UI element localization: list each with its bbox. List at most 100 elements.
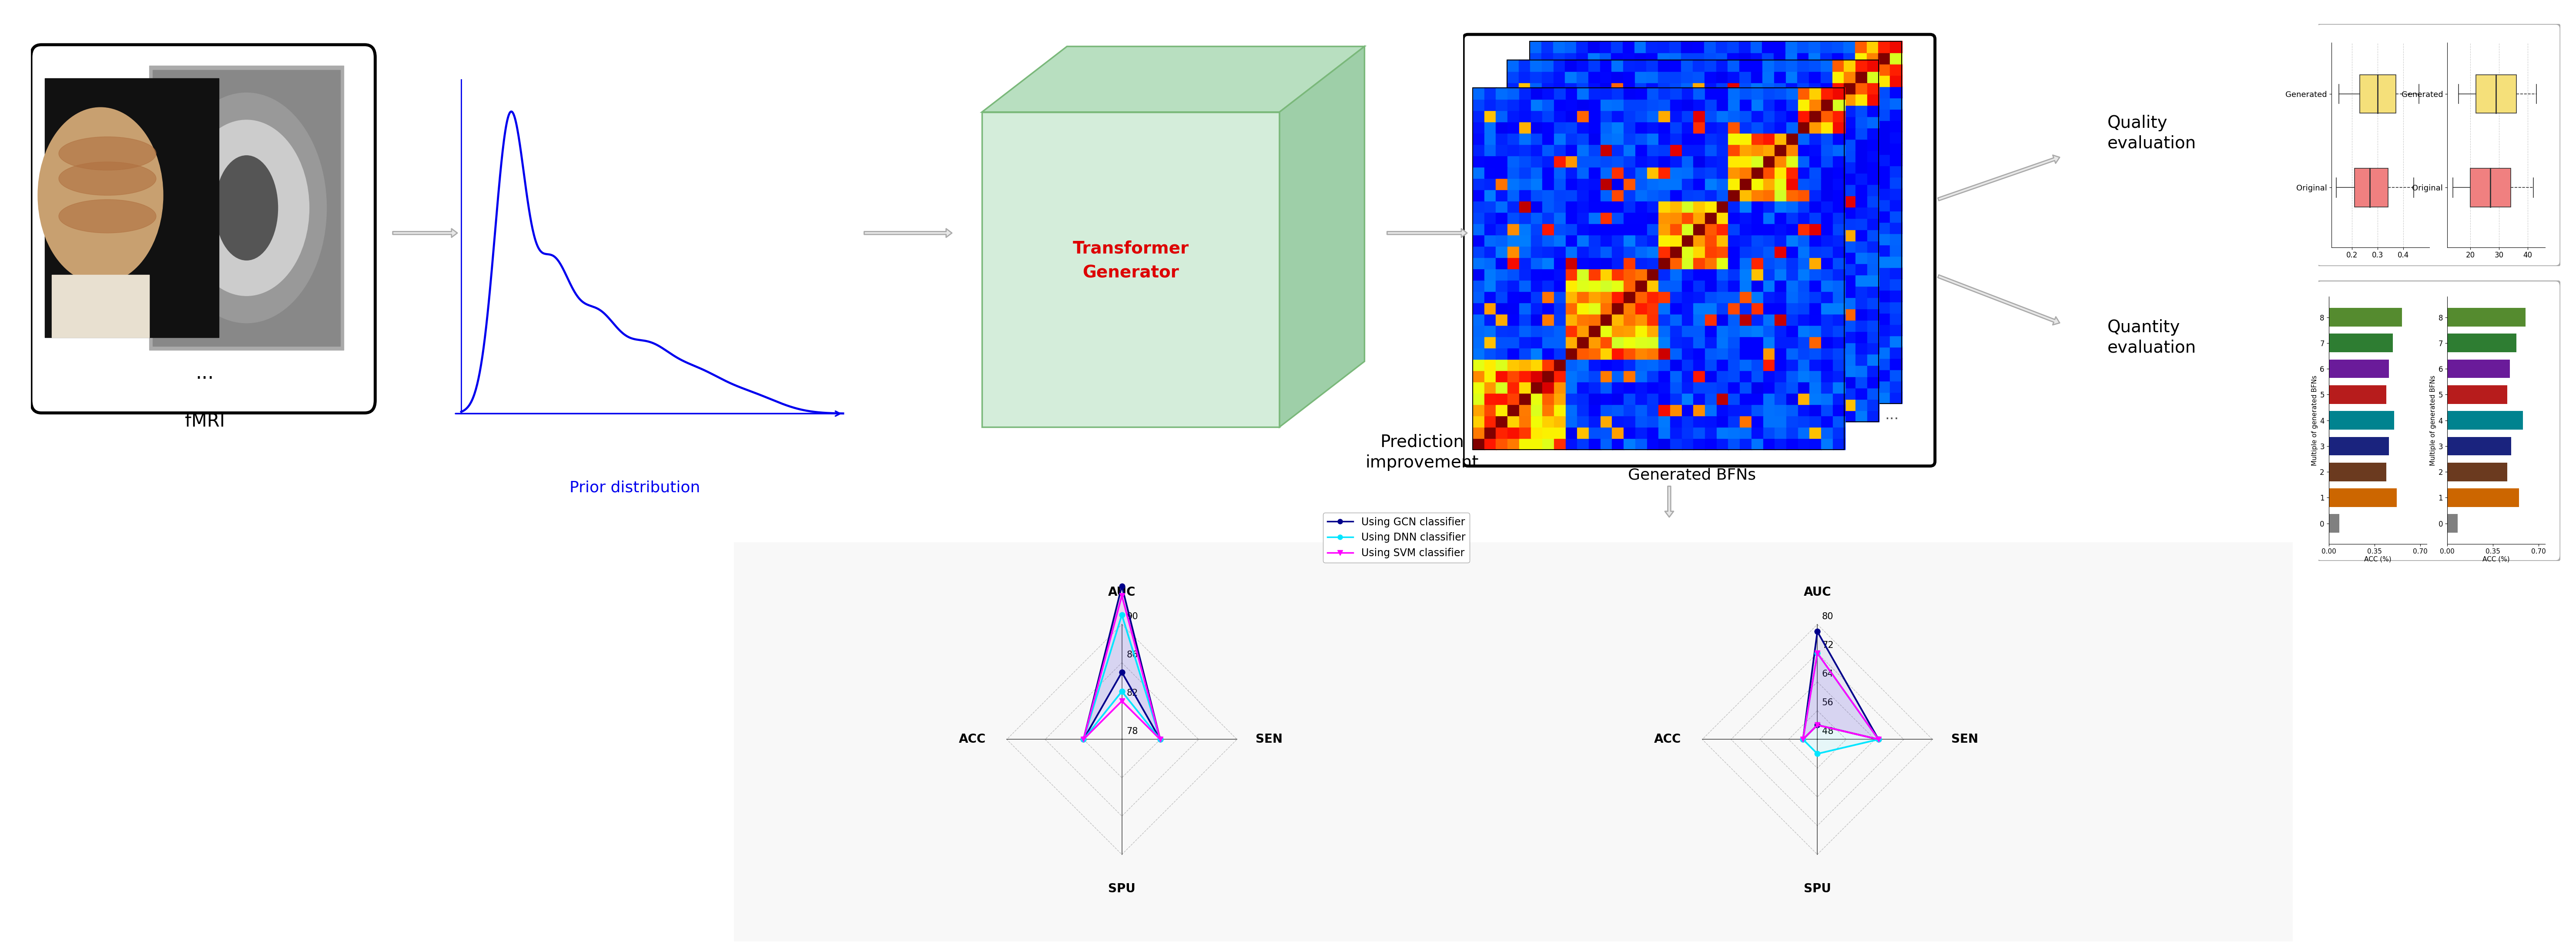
Bar	[1577, 154, 1589, 165]
Bar	[1821, 263, 1832, 275]
Bar	[1728, 200, 1739, 211]
Bar	[1855, 380, 1868, 392]
Polygon shape	[1084, 586, 1159, 740]
Bar	[1553, 110, 1566, 122]
Bar	[1589, 122, 1600, 133]
Bar	[1473, 87, 1484, 99]
Bar	[1613, 195, 1623, 207]
Bar	[1798, 223, 1811, 235]
Bar	[1752, 314, 1765, 325]
Bar	[1739, 139, 1752, 150]
Bar	[1623, 212, 1636, 223]
Bar	[2447, 462, 2506, 481]
Bar	[1798, 41, 1808, 52]
Bar	[1808, 347, 1821, 359]
Bar	[1808, 87, 1821, 98]
Bar	[1752, 380, 1762, 392]
Bar	[1878, 267, 1891, 279]
Bar	[1844, 93, 1855, 106]
Bar	[1775, 337, 1788, 348]
Bar	[1553, 162, 1566, 173]
Bar	[1785, 120, 1798, 132]
Bar	[1600, 200, 1613, 211]
Bar	[1785, 127, 1798, 139]
Bar	[1855, 410, 1868, 422]
Bar	[1775, 229, 1785, 241]
Bar	[1692, 325, 1705, 337]
Bar	[1530, 331, 1543, 342]
Bar	[1762, 188, 1775, 200]
Bar	[1530, 313, 1543, 324]
Bar	[1553, 346, 1566, 359]
Bar	[1530, 108, 1543, 121]
Bar	[1484, 122, 1497, 133]
Bar	[1868, 392, 1878, 403]
Bar	[1798, 201, 1811, 212]
Bar	[1497, 155, 1507, 167]
Bar	[1821, 291, 1834, 302]
Bar	[1497, 393, 1507, 404]
Bar	[1752, 87, 1762, 98]
Bar	[1669, 110, 1682, 122]
Bar	[1752, 201, 1765, 212]
Bar	[1633, 279, 1646, 290]
Bar	[1613, 173, 1623, 184]
Bar	[1821, 64, 1832, 75]
Bar	[1762, 302, 1775, 314]
Bar	[1497, 166, 1507, 178]
Bar	[1739, 234, 1752, 246]
Bar	[1785, 346, 1798, 359]
Bar	[1530, 189, 1543, 201]
Bar	[1692, 377, 1705, 388]
Bar	[1682, 223, 1695, 235]
Bar	[1692, 132, 1705, 145]
Bar	[1543, 370, 1553, 382]
Bar	[1716, 381, 1728, 393]
Bar	[1705, 206, 1716, 219]
Bar	[1855, 256, 1868, 267]
Bar	[1520, 388, 1530, 399]
Bar	[1669, 279, 1682, 290]
Bar	[1739, 365, 1752, 377]
Bar	[1473, 302, 1484, 314]
Bar	[1669, 267, 1682, 279]
Bar	[1669, 290, 1682, 301]
Bar	[1785, 416, 1798, 427]
Bar	[1520, 331, 1530, 342]
Bar	[1855, 127, 1868, 139]
Bar	[1484, 268, 1497, 281]
Bar	[1832, 132, 1844, 145]
Bar	[1844, 335, 1855, 347]
Bar	[1587, 210, 1600, 223]
Polygon shape	[1803, 653, 1878, 740]
Bar	[1692, 108, 1705, 121]
Bar	[1520, 178, 1530, 189]
Bar	[1600, 244, 1613, 257]
Bar	[1868, 162, 1880, 173]
Bar	[1762, 416, 1775, 427]
Bar	[1855, 301, 1868, 313]
Bar	[1868, 165, 1878, 177]
Bar	[1808, 64, 1821, 75]
Bar	[1669, 165, 1682, 177]
Bar	[1659, 320, 1669, 332]
Bar	[1587, 131, 1600, 144]
Bar	[1832, 347, 1844, 359]
Bar	[1762, 370, 1775, 382]
Polygon shape	[1803, 631, 1878, 740]
Bar	[1600, 165, 1613, 177]
Y-axis label: Multiple of generated BFNs: Multiple of generated BFNs	[2429, 375, 2437, 466]
Bar	[1540, 313, 1553, 324]
Bar	[1752, 108, 1762, 121]
Bar	[1636, 132, 1649, 145]
Bar	[1530, 297, 1543, 309]
Bar	[1705, 280, 1718, 291]
Bar	[1530, 267, 1543, 279]
Bar	[1589, 347, 1600, 359]
Bar	[1798, 370, 1811, 382]
Bar	[1798, 410, 1808, 422]
Bar	[1636, 381, 1649, 393]
Bar	[1610, 335, 1623, 347]
Bar	[1659, 105, 1669, 117]
Bar	[1855, 41, 1868, 52]
